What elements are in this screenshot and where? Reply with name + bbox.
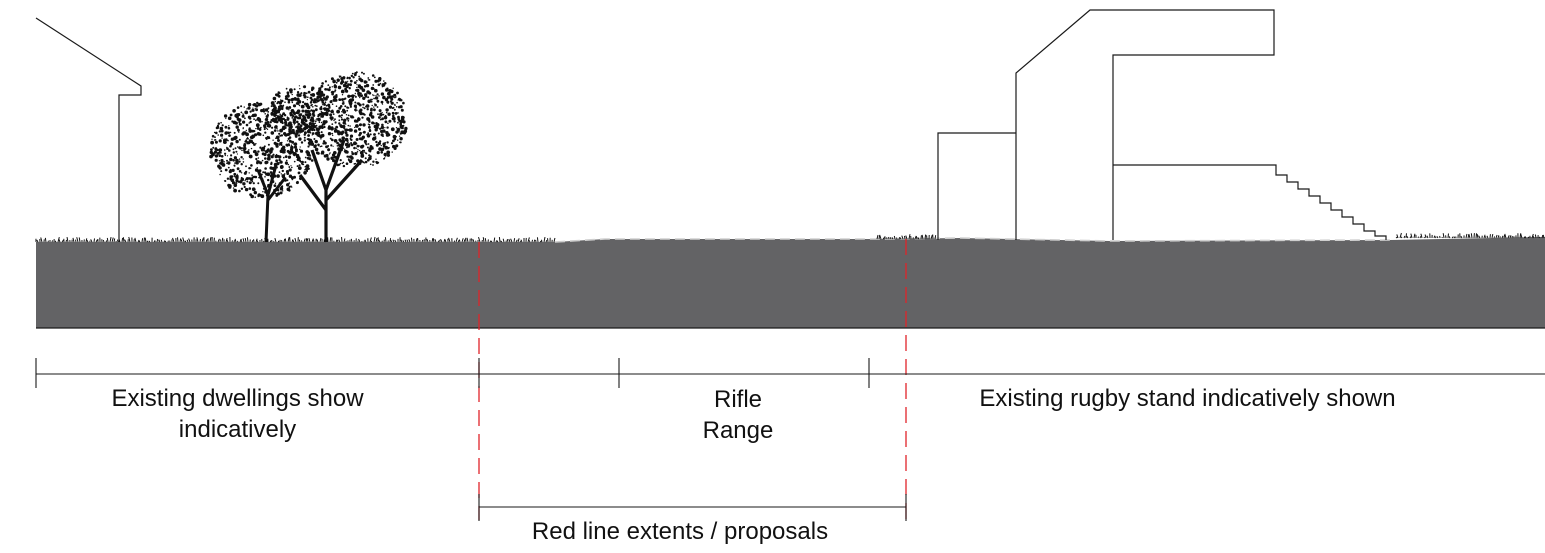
grass-right [1395, 232, 1545, 239]
ground-section [36, 237, 1545, 328]
grass-left [35, 236, 556, 243]
grass-mid [876, 234, 937, 240]
rifle-range-label: Rifle Range [702, 386, 774, 444]
tree-foliage [209, 71, 408, 199]
proposed-ground-line [554, 237, 1391, 243]
rugby-stand-outline [937, 9, 1387, 240]
existing-dwelling-outline [35, 17, 142, 242]
dimension-line [35, 358, 1545, 388]
rugby-stand-label: Existing rugby stand indicatively shown [979, 385, 1396, 412]
tree-right [298, 139, 364, 242]
red-line-extent-bracket [478, 494, 907, 521]
dwellings-label: Existing dwellings show indicatively [111, 385, 364, 443]
red-line-label: Red line extents / proposals [531, 518, 829, 545]
